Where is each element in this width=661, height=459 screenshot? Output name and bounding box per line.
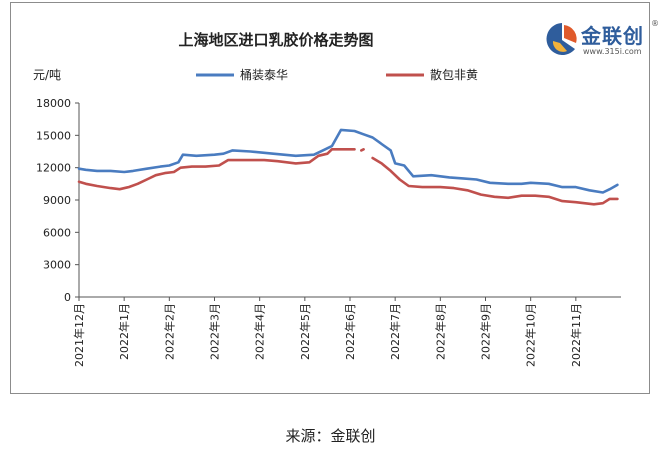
series-layer [77,128,619,206]
axes-layer [75,102,621,301]
x-tick-label-10: 2022年10月 [524,303,538,367]
x-tick-label-1: 2022年1月 [117,303,131,360]
series-line-3 [371,156,619,206]
chart-title: 上海地区进口乳胶价格走势图 [178,31,373,49]
y-tick-label-1: 3000 [43,259,71,272]
source-caption: 来源：金联创 [285,427,376,445]
y-tick-label-2: 6000 [43,226,71,239]
x-tick-label-6: 2022年6月 [343,303,357,360]
x-tick-label-11: 2022年11月 [569,303,583,367]
series-line-2 [360,148,365,152]
legend-label-1: 散包非黄 [430,67,478,82]
series-line-1 [77,148,356,191]
logo-url: www.315i.com [583,47,642,56]
logo-mark-icon [546,23,577,55]
x-tick-label-9: 2022年9月 [479,303,493,360]
y-tick-label-5: 15000 [36,129,71,142]
logo-registered-mark: ® [651,19,659,28]
x-tick-label-7: 2022年7月 [388,303,402,360]
chart-frame: 上海地区进口乳胶价格走势图元/吨 桶装泰华 散包非黄 0 3000 6000 9000 120… [10,2,659,394]
x-tick-label-4: 2022年4月 [253,303,267,360]
x-tick-label-8: 2022年8月 [433,303,447,360]
legend-label-0: 桶装泰华 [240,67,288,82]
series-line-0 [77,128,619,194]
brand-logo: 金联创 ® www.315i.com [545,19,661,63]
logo-text: 金联创 [581,24,644,48]
y-tick-label-6: 18000 [36,97,71,110]
y-tick-label-0: 0 [64,291,71,304]
y-axis-label: 元/吨 [33,68,61,82]
x-tick-label-5: 2022年5月 [298,303,312,360]
x-tick-label-0: 2021年12月 [72,303,86,367]
y-tick-label-3: 9000 [43,194,71,207]
y-tick-label-4: 12000 [36,162,71,175]
x-tick-label-2: 2022年2月 [162,303,176,360]
x-tick-label-3: 2022年3月 [208,303,222,360]
